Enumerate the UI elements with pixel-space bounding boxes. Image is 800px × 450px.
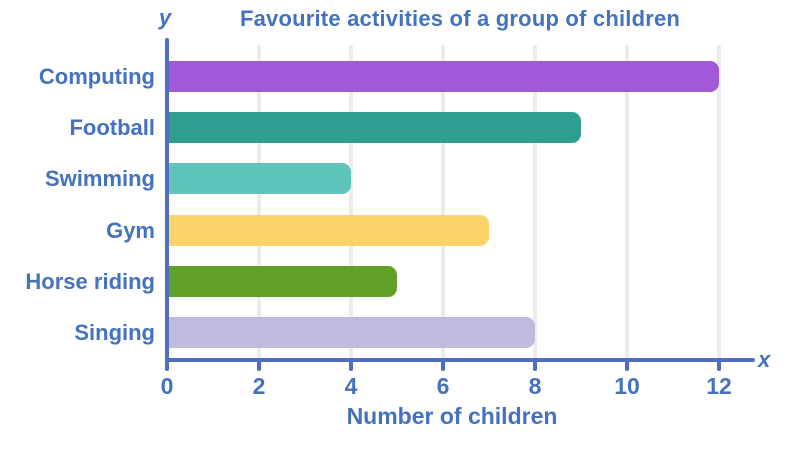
tick-mark-2 bbox=[257, 360, 261, 371]
gridline-12 bbox=[717, 45, 721, 360]
bar-swimming bbox=[169, 163, 351, 194]
gridline-2 bbox=[257, 45, 261, 360]
tick-label-12: 12 bbox=[706, 373, 732, 399]
category-label-football: Football bbox=[69, 115, 155, 140]
gridline-10 bbox=[625, 45, 629, 360]
bar-singing bbox=[169, 317, 535, 348]
x-axis-line bbox=[165, 358, 755, 362]
category-label-computing: Computing bbox=[38, 64, 155, 89]
category-label-gym: Gym bbox=[106, 218, 155, 243]
tick-mark-4 bbox=[349, 360, 353, 371]
bar-computing bbox=[169, 61, 719, 92]
gridline-6 bbox=[441, 45, 445, 360]
tick-label-8: 8 bbox=[528, 373, 542, 399]
tick-mark-6 bbox=[441, 360, 445, 371]
tick-label-4: 4 bbox=[344, 373, 358, 399]
category-label-horse-riding: Horse riding bbox=[25, 269, 155, 294]
bar-football bbox=[169, 112, 581, 143]
y-axis-symbol: y bbox=[158, 5, 172, 30]
tick-mark-0 bbox=[165, 360, 169, 371]
x-axis-caption: Number of children bbox=[346, 403, 558, 429]
gridline-4 bbox=[349, 45, 353, 360]
chart-title: Favourite activities of a group of child… bbox=[239, 6, 681, 31]
tick-mark-12 bbox=[717, 360, 721, 371]
tick-label-10: 10 bbox=[614, 373, 640, 399]
tick-label-0: 0 bbox=[160, 373, 174, 399]
category-label-swimming: Swimming bbox=[44, 166, 155, 191]
x-axis-symbol: x bbox=[758, 347, 771, 372]
y-axis-line bbox=[165, 38, 169, 362]
tick-mark-8 bbox=[533, 360, 537, 371]
bar-horse-riding bbox=[169, 266, 397, 297]
bar-gym bbox=[169, 215, 489, 246]
gridline-8 bbox=[533, 45, 537, 360]
tick-mark-10 bbox=[625, 360, 629, 371]
category-label-singing: Singing bbox=[74, 320, 155, 345]
tick-label-6: 6 bbox=[436, 373, 450, 399]
tick-label-2: 2 bbox=[252, 373, 266, 399]
